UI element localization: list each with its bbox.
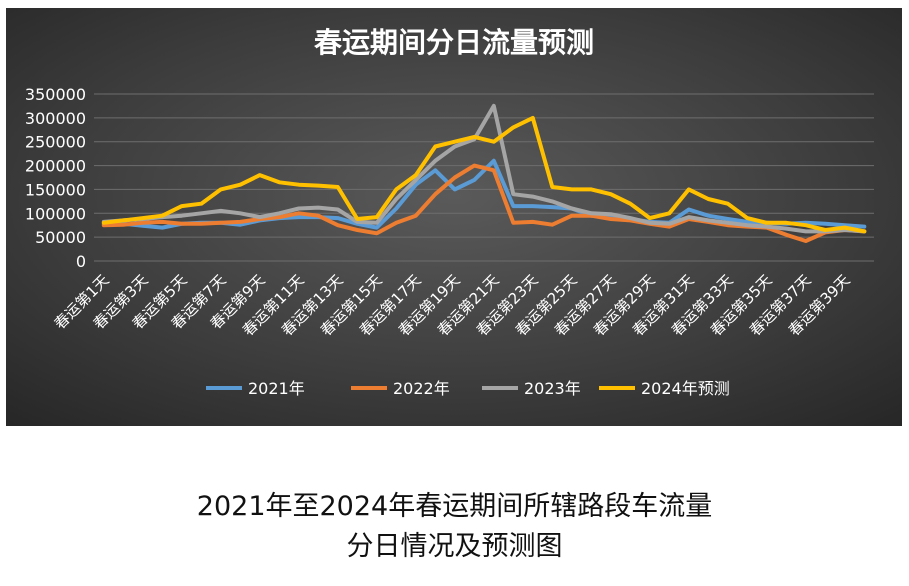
y-tick-label: 300000: [25, 109, 86, 128]
y-tick-label: 200000: [25, 157, 86, 176]
y-tick-label: 150000: [25, 180, 86, 199]
chart-panel: 春运期间分日流量预测 0 50000 100000 150000 200000 25000…: [6, 8, 902, 426]
figure-caption-line-2: 分日情况及预测图: [346, 531, 563, 562]
legend-label: 2022年: [393, 379, 450, 398]
legend-label: 2024年预测: [641, 379, 730, 398]
legend-label: 2021年: [248, 379, 305, 398]
y-tick-label: 0: [76, 252, 86, 271]
legend-label: 2023年: [524, 379, 581, 398]
figure-caption-line-1: 2021年至2024年春运期间所辖路段车流量: [196, 491, 713, 522]
y-tick-label: 250000: [25, 133, 86, 152]
y-tick-label: 350000: [25, 85, 86, 104]
y-tick-label: 100000: [25, 204, 86, 223]
series-lines: [101, 103, 867, 243]
series-line-4: [101, 115, 867, 234]
legend: 2021年 2022年 2023年 2024年预测: [206, 379, 730, 398]
chart-title: 春运期间分日流量预测: [314, 26, 594, 59]
y-tick-label: 50000: [35, 228, 86, 247]
series-line-3: [101, 103, 867, 234]
y-axis-ticks: 0 50000 100000 150000 200000 250000 300000 3500…: [25, 85, 86, 271]
